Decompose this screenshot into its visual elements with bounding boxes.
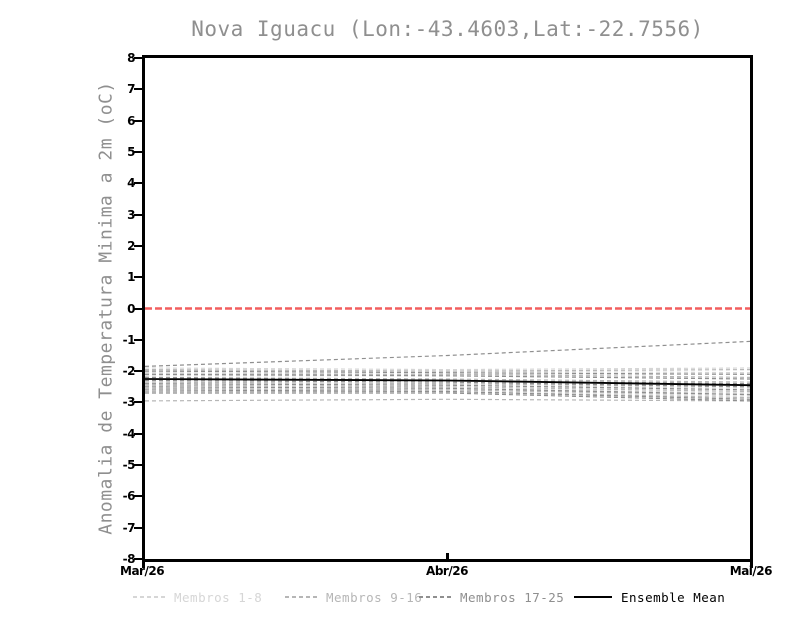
- dashed-line-icon: [133, 596, 165, 598]
- y-tick-label: -5: [122, 458, 136, 473]
- chart-canvas: [145, 307, 750, 402]
- y-tick-mark: [134, 338, 142, 341]
- y-tick-label: 4: [127, 176, 135, 191]
- y-tick-label: -8: [122, 552, 136, 566]
- series-line: [145, 386, 750, 396]
- y-tick-mark: [134, 244, 142, 247]
- y-axis-title: Anomalia de Temperatura Minima a 2m (oC): [95, 81, 117, 535]
- y-tick-mark: [134, 495, 142, 498]
- y-tick-label: 5: [127, 144, 135, 159]
- series-line: [145, 383, 750, 391]
- series-line: [145, 370, 750, 375]
- y-tick-mark: [134, 307, 142, 310]
- y-tick-mark: [134, 150, 142, 153]
- y-tick-label: -1: [122, 332, 136, 347]
- y-tick-label: -7: [122, 520, 136, 535]
- y-tick-mark: [134, 88, 142, 91]
- x-tick-mark-right: [750, 562, 753, 568]
- dashed-line-icon: [285, 596, 317, 598]
- y-tick-label: -4: [122, 426, 136, 441]
- x-tick-label-mar: Mar/26: [120, 564, 165, 578]
- y-tick-mark: [134, 432, 142, 435]
- legend-item-ensemble-mean: Ensemble Mean: [574, 589, 725, 605]
- legend-item-members-1-8: Membros 1-8: [133, 589, 262, 605]
- solid-line-icon: [574, 596, 612, 598]
- series-line: [145, 379, 750, 388]
- y-tick-mark: [134, 401, 142, 404]
- y-tick-mark: [134, 213, 142, 216]
- series-line: [145, 389, 750, 400]
- series-line: [145, 340, 750, 367]
- chart-title: Nova Iguacu (Lon:-43.4603,Lat:-22.7556): [191, 17, 704, 41]
- y-tick-mark: [134, 370, 142, 373]
- plot-area: [142, 55, 753, 562]
- y-tick-mark: [134, 558, 142, 560]
- y-tick-mark: [134, 276, 142, 279]
- legend-item-members-17-25: Membros 17-25: [419, 589, 564, 605]
- x-tick-mark-center: [446, 553, 449, 559]
- x-tick-label-mai: Mai/26: [729, 564, 773, 578]
- dashed-line-icon: [419, 596, 451, 598]
- y-tick-label: -6: [122, 489, 136, 504]
- series-line: [145, 367, 750, 371]
- series-line: [145, 378, 750, 387]
- y-tick-mark: [134, 182, 142, 185]
- y-tick-mark: [134, 464, 142, 467]
- legend-label: Membros 1-8: [174, 589, 263, 605]
- legend-label: Ensemble Mean: [621, 589, 726, 605]
- series-line: [145, 369, 750, 372]
- legend-label: Membros 9-16: [326, 589, 423, 605]
- legend-label: Membros 17-25: [460, 589, 565, 605]
- series-line: [145, 392, 750, 402]
- series-line: [145, 398, 750, 402]
- y-tick-mark: [134, 119, 142, 122]
- series-line: [145, 373, 750, 380]
- y-tick-label: 2: [127, 238, 135, 253]
- y-tick-label: 0: [127, 301, 135, 316]
- y-tick-label: 7: [127, 82, 135, 97]
- y-tick-label: 3: [127, 207, 135, 222]
- y-tick-label: 6: [127, 113, 135, 128]
- y-tick-label: -2: [122, 364, 136, 379]
- y-tick-mark: [134, 57, 142, 59]
- y-tick-label: 1: [127, 270, 135, 285]
- y-tick-label: 8: [127, 51, 135, 65]
- y-tick-label: -3: [122, 395, 136, 410]
- legend-item-members-9-16: Membros 9-16: [285, 589, 422, 605]
- y-tick-mark: [134, 526, 142, 529]
- x-tick-label-abr: Abr/26: [426, 564, 468, 578]
- series-line: [145, 384, 750, 393]
- legend: Membros 1-8 Membros 9-16 Membros 17-25 E…: [0, 589, 800, 607]
- x-tick-mark-left: [142, 562, 145, 568]
